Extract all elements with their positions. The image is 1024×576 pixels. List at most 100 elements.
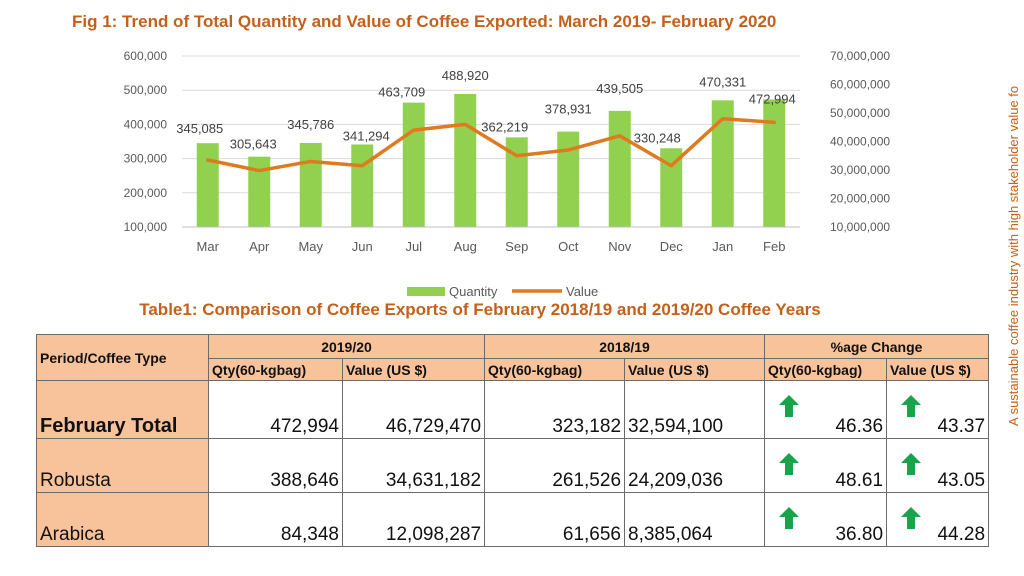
quantity-bar [608, 110, 631, 227]
x-axis-tick-label: May [298, 239, 323, 254]
value-change-cell: 43.37 [886, 380, 990, 439]
x-axis-tick-label: Nov [608, 239, 632, 254]
data-label: 341,294 [343, 128, 390, 143]
value-2018-cell: 24,209,036 [624, 438, 766, 493]
value-2019-cell: 34,631,182 [341, 438, 486, 493]
right-axis-tick-label: 70,000,000 [830, 49, 890, 63]
x-axis-tick-label: Jul [405, 239, 422, 254]
data-label: 330,248 [634, 130, 681, 145]
group-header-2019-20: 2019/20 [207, 334, 486, 359]
data-label: 305,643 [230, 137, 277, 152]
qty-2018-cell: 261,526 [484, 438, 626, 493]
value-change-value: 43.05 [937, 470, 986, 491]
data-label: 472,994 [749, 91, 796, 106]
table-row: February Total 472,994 46,729,470 323,18… [36, 380, 990, 439]
left-axis-tick-label: 400,000 [124, 117, 168, 131]
x-axis-tick-label: Feb [763, 239, 785, 254]
qty-change-cell: 48.61 [764, 438, 888, 493]
qty-2019-cell: 388,646 [208, 438, 343, 493]
x-axis-tick-label: Jun [352, 239, 373, 254]
subheader-qty-change: Qty(60-kgbag) [764, 358, 888, 381]
group-header-2018-19: 2018/19 [484, 334, 766, 359]
x-axis-tick-label: Jan [712, 239, 733, 254]
legend-quantity-label: Quantity [449, 284, 498, 299]
quantity-bar [196, 143, 219, 227]
right-axis-tick-label: 10,000,000 [830, 220, 890, 234]
quantity-bar [454, 93, 477, 228]
table-row: Arabica 84,348 12,098,287 61,656 8,385,0… [36, 492, 990, 547]
up-arrow-icon [901, 395, 922, 417]
data-label: 362,219 [481, 119, 528, 134]
value-line [206, 116, 776, 173]
period-header: Period/Coffee Type [36, 334, 209, 381]
side-tagline: A sustainable coffee industry with high … [1006, 85, 1021, 426]
value-change-value: 43.37 [937, 416, 986, 437]
up-arrow-icon [901, 453, 922, 475]
left-axis-tick-label: 600,000 [124, 49, 168, 63]
up-arrow-icon [901, 507, 922, 529]
data-label: 345,085 [176, 121, 223, 136]
quantity-bar [505, 137, 528, 227]
qty-change-value: 36.80 [835, 524, 884, 545]
x-axis-tick-label: Dec [660, 239, 684, 254]
data-label: 439,505 [596, 81, 643, 96]
up-arrow-icon [779, 453, 800, 475]
up-arrow-icon [779, 395, 800, 417]
left-axis-tick-label: 100,000 [124, 220, 168, 234]
qty-2018-cell: 61,656 [484, 492, 626, 547]
qty-change-cell: 46.36 [764, 380, 888, 439]
left-axis-tick-label: 300,000 [124, 152, 168, 166]
right-axis-tick-label: 20,000,000 [830, 192, 890, 206]
table-title: Table1: Comparison of Coffee Exports of … [139, 300, 821, 319]
figure-title: Fig 1: Trend of Total Quantity and Value… [72, 12, 777, 31]
qty-2019-cell: 472,994 [208, 380, 343, 439]
subheader-qty-2018: Qty(60-kgbag) [484, 358, 626, 381]
coffee-export-chart: 345,085 305,643 345,786 341,294 463,709 488,9… [124, 49, 891, 299]
up-arrow-icon [779, 507, 800, 529]
right-axis-tick-label: 50,000,000 [830, 106, 890, 120]
group-header-change: %age Change [764, 334, 990, 359]
value-2018-cell: 8,385,064 [624, 492, 766, 547]
quantity-bar [557, 131, 580, 227]
value-change-cell: 43.05 [886, 438, 990, 493]
qty-change-value: 46.36 [835, 416, 884, 437]
data-label: 470,331 [699, 74, 746, 89]
left-axis-tick-label: 200,000 [124, 186, 168, 200]
value-2019-cell: 46,729,470 [341, 380, 486, 439]
value-change-cell: 44.28 [886, 492, 990, 547]
qty-2019-cell: 84,348 [208, 492, 343, 547]
legend-quantity-swatch [407, 287, 445, 296]
right-axis-tick-label: 30,000,000 [830, 163, 890, 177]
row-label: February Total [36, 380, 209, 439]
quantity-bar [660, 148, 683, 227]
row-label: Robusta [36, 438, 209, 493]
subheader-value-change: Value (US $) [886, 358, 990, 381]
data-label: 488,920 [442, 68, 489, 83]
quantity-bar [299, 142, 322, 227]
data-label: 345,786 [287, 117, 334, 132]
x-axis-tick-label: Sep [505, 239, 528, 254]
subheader-qty-2019: Qty(60-kgbag) [208, 358, 343, 381]
subheader-value-2018: Value (US $) [624, 358, 766, 381]
qty-change-cell: 36.80 [764, 492, 888, 547]
quantity-bar [351, 144, 374, 227]
x-axis-tick-label: Apr [249, 239, 270, 254]
qty-change-value: 48.61 [835, 470, 884, 491]
quantity-bar [711, 100, 734, 227]
legend-value-label: Value [566, 284, 598, 299]
qty-2018-cell: 323,182 [484, 380, 626, 439]
right-axis-tick-label: 60,000,000 [830, 78, 890, 92]
row-label: Arabica [36, 492, 209, 547]
data-label: 463,709 [378, 85, 425, 100]
x-axis-tick-label: Mar [197, 239, 220, 254]
x-axis-tick-label: Aug [454, 239, 477, 254]
x-axis-tick-label: Oct [558, 239, 579, 254]
left-axis-tick-label: 500,000 [124, 83, 168, 97]
right-axis-tick-label: 40,000,000 [830, 135, 890, 149]
comparison-table: Period/Coffee Type 2019/20 2018/19 %age … [36, 334, 990, 547]
value-2019-cell: 12,098,287 [341, 492, 486, 547]
subheader-value-2019: Value (US $) [341, 358, 486, 381]
quantity-bar [248, 156, 271, 227]
data-label: 378,931 [545, 102, 592, 117]
table-row: Robusta 388,646 34,631,182 261,526 24,20… [36, 438, 990, 493]
